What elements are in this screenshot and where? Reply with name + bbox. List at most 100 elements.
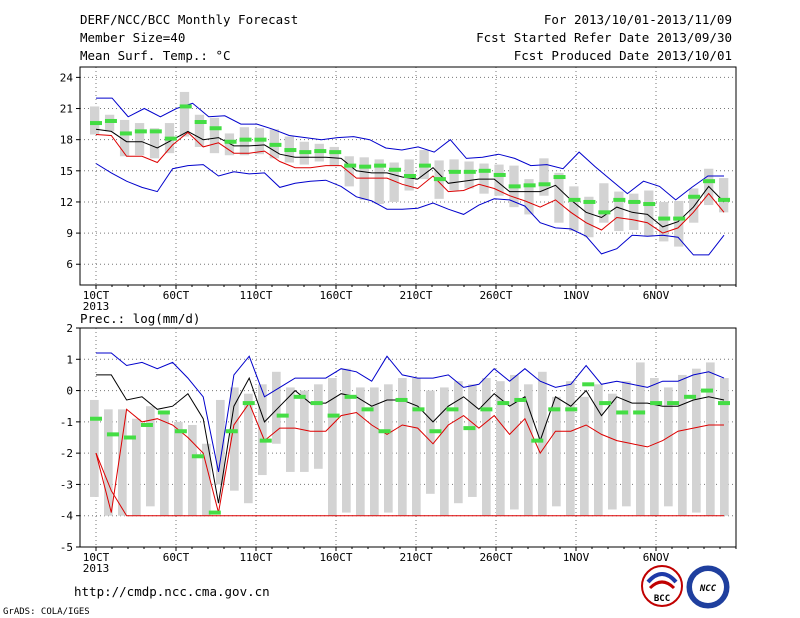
spread-box — [622, 381, 631, 507]
observed-marker — [329, 150, 342, 155]
observed-marker — [179, 104, 192, 109]
x-tick-label: 110CT — [239, 551, 272, 564]
bcc-logo-text: BCC — [654, 594, 670, 604]
observed-marker — [344, 394, 357, 399]
footer-url: http://cmdp.ncc.cma.gov.cn — [74, 584, 270, 599]
observed-marker — [239, 137, 252, 142]
spread-box — [174, 421, 183, 516]
observed-marker — [684, 394, 697, 399]
x-tick-label: 210CT — [399, 289, 432, 302]
spread-box — [692, 368, 701, 513]
series-line-low — [95, 131, 725, 234]
spread-box — [202, 443, 211, 516]
observed-marker — [359, 164, 372, 169]
observed-marker — [650, 401, 663, 406]
spread-box — [440, 387, 449, 516]
observed-marker — [538, 182, 551, 187]
spread-box — [398, 378, 407, 516]
spread-box — [146, 406, 155, 507]
spread-box — [132, 418, 141, 516]
spread-box — [384, 384, 393, 513]
observed-marker — [478, 168, 491, 173]
spread-box — [90, 399, 99, 497]
spread-box — [674, 200, 684, 247]
spread-box — [104, 114, 115, 132]
observed-marker — [293, 394, 306, 399]
spread-box — [678, 374, 687, 516]
observed-marker — [493, 172, 506, 177]
observed-marker — [433, 177, 446, 182]
observed-marker — [616, 410, 629, 415]
observed-marker — [104, 118, 117, 123]
x-tick-label: 260CT — [479, 551, 512, 564]
spread-box — [344, 156, 354, 187]
spread-box — [160, 412, 169, 516]
y-tick-label: -4 — [60, 510, 74, 523]
observed-marker — [310, 401, 323, 406]
observed-marker — [327, 413, 340, 418]
observed-marker — [164, 136, 177, 141]
spread-box — [286, 387, 295, 472]
spread-box — [224, 133, 235, 156]
spread-box — [119, 119, 130, 157]
observed-marker — [149, 129, 162, 134]
observed-marker — [613, 197, 626, 202]
y-tick-label: 24 — [60, 71, 74, 84]
observed-marker — [463, 426, 476, 431]
observed-marker — [418, 163, 431, 168]
spread-box — [614, 191, 624, 232]
spread-box — [412, 378, 421, 516]
x-tick-label: 1NOV — [563, 289, 590, 302]
observed-marker — [667, 401, 680, 406]
variable-label: Mean Surf. Temp.: °C — [80, 48, 231, 63]
observed-marker — [429, 429, 442, 434]
ncc-logo: NCC — [686, 565, 730, 609]
y-tick-label: -5 — [60, 541, 73, 554]
spread-box — [539, 158, 549, 196]
spread-box — [468, 384, 477, 497]
spread-box — [356, 387, 365, 516]
spread-box — [374, 159, 384, 205]
start-date: Fcst Started Refer Date 2013/09/30 — [476, 30, 732, 45]
x-tick-label: 10CT — [83, 289, 110, 302]
x-year-label: 2013 — [83, 562, 110, 575]
observed-marker — [284, 148, 297, 153]
y-tick-label: 9 — [66, 227, 73, 240]
observed-marker — [314, 149, 327, 154]
spread-box — [342, 368, 351, 513]
spread-box — [104, 409, 113, 516]
spread-box — [209, 117, 220, 154]
plot-frame — [79, 327, 737, 548]
observed-marker — [523, 183, 536, 188]
forecast-period: For 2013/10/01-2013/11/09 — [544, 12, 732, 27]
series-line-max — [96, 352, 725, 472]
spread-box — [538, 371, 547, 516]
spread-box — [566, 381, 575, 516]
observed-marker — [259, 438, 272, 443]
observed-marker — [598, 210, 611, 215]
spread-box — [659, 201, 669, 242]
observed-marker — [412, 407, 425, 412]
spread-box — [389, 162, 399, 202]
observed-marker — [191, 454, 204, 459]
spread-box — [314, 384, 323, 469]
observed-marker — [208, 510, 221, 515]
observed-marker — [480, 407, 493, 412]
spread-box — [329, 146, 339, 166]
spread-box — [370, 387, 379, 516]
spread-box — [258, 384, 267, 476]
observed-marker — [628, 199, 641, 204]
observed-marker — [344, 163, 357, 168]
ncc-logo-text: NCC — [699, 584, 717, 594]
observed-marker — [531, 438, 544, 443]
observed-marker — [106, 432, 119, 437]
x-tick-label: 60CT — [163, 551, 190, 564]
spread-box — [719, 178, 729, 213]
spread-box — [608, 393, 617, 510]
observed-marker — [157, 410, 170, 415]
spread-box — [650, 378, 659, 516]
spread-box — [464, 161, 474, 189]
observed-marker — [404, 174, 416, 178]
observed-marker — [463, 169, 476, 174]
series-line-low — [95, 452, 724, 517]
